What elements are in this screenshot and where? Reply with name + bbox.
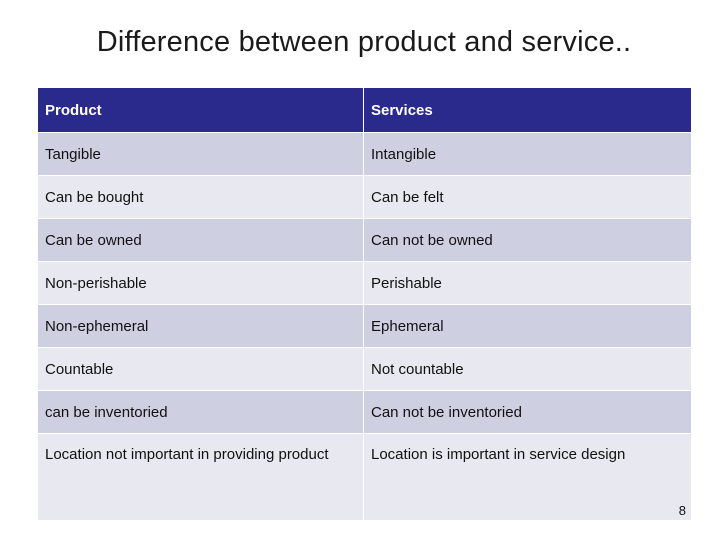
- service-cell: Location is important in service design: [363, 433, 692, 521]
- service-cell: Can not be owned: [363, 218, 692, 262]
- service-cell: Can not be inventoried: [363, 390, 692, 434]
- table-row: Non-perishable Perishable: [37, 261, 692, 305]
- slide-title: Difference between product and service..: [96, 26, 632, 58]
- table-row: can be inventoried Can not be inventorie…: [37, 390, 692, 434]
- comparison-table: Product Services Tangible Intangible Can…: [37, 87, 692, 521]
- service-cell: Not countable: [363, 347, 692, 391]
- header-services: Services: [363, 87, 692, 133]
- table-row: Non-ephemeral Ephemeral: [37, 304, 692, 348]
- page-number: 8: [678, 503, 686, 518]
- product-cell: Non-ephemeral: [37, 304, 364, 348]
- table-row: Location not important in providing prod…: [37, 433, 692, 521]
- service-cell: Ephemeral: [363, 304, 692, 348]
- service-cell: Intangible: [363, 132, 692, 176]
- header-product: Product: [37, 87, 364, 133]
- service-cell: Can be felt: [363, 175, 692, 219]
- table-row: Tangible Intangible: [37, 132, 692, 176]
- product-cell: Non-perishable: [37, 261, 364, 305]
- product-cell: Can be bought: [37, 175, 364, 219]
- table-row: Can be owned Can not be owned: [37, 218, 692, 262]
- product-cell: Tangible: [37, 132, 364, 176]
- product-cell: Can be owned: [37, 218, 364, 262]
- product-cell: Location not important in providing prod…: [37, 433, 364, 521]
- table-header-row: Product Services: [37, 87, 692, 133]
- service-cell: Perishable: [363, 261, 692, 305]
- product-cell: can be inventoried: [37, 390, 364, 434]
- product-cell: Countable: [37, 347, 364, 391]
- table-row: Can be bought Can be felt: [37, 175, 692, 219]
- table-row: Countable Not countable: [37, 347, 692, 391]
